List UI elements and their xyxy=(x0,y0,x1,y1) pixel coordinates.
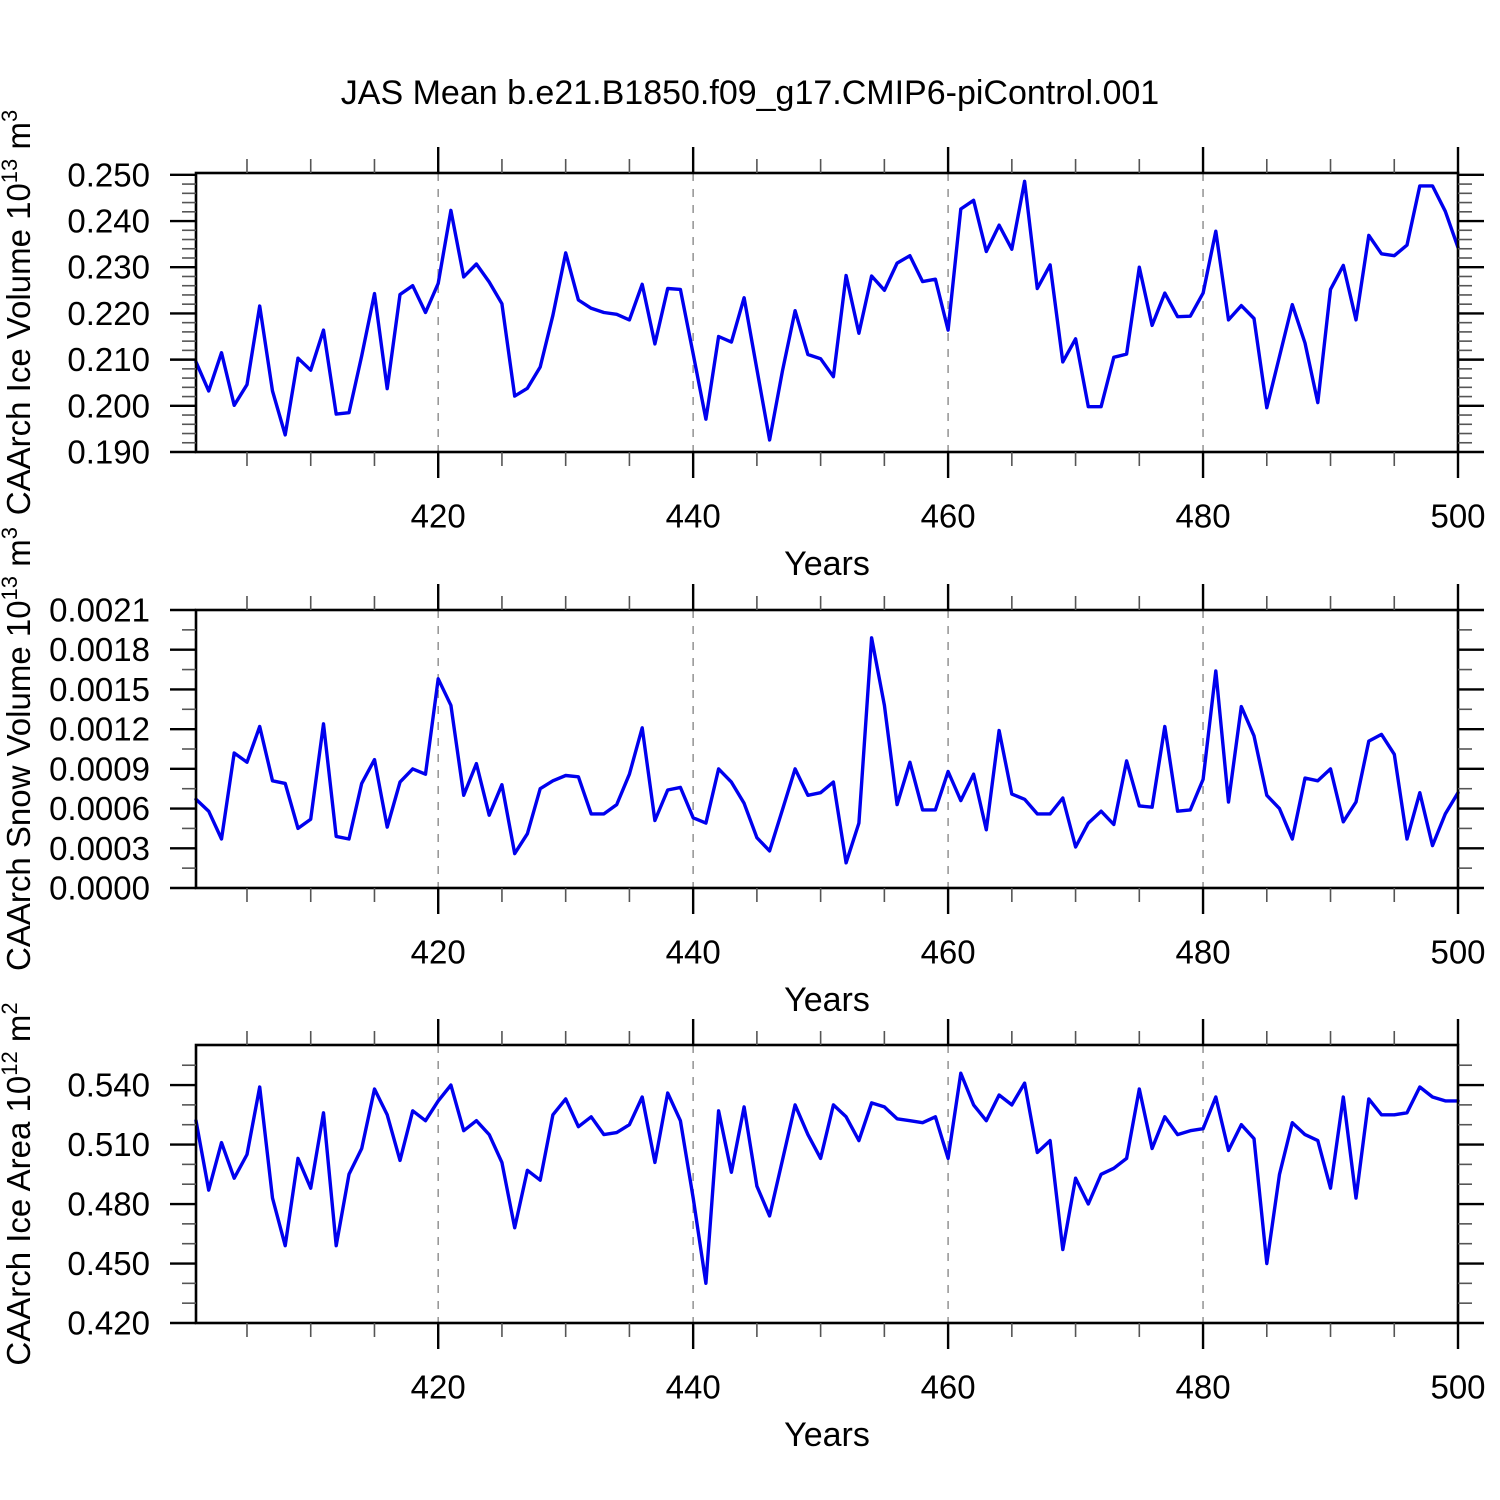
ice-area-y-tick-label: 0.480 xyxy=(67,1186,150,1223)
ice-area-series-line xyxy=(194,1071,1460,1286)
snow-volume-y-tick-label: 0.0003 xyxy=(49,830,150,867)
ice-volume-x-tick-label: 460 xyxy=(921,498,976,535)
chart-ice-volume: 420 440 460 480 500 0.190 0.200 0.210 0.220 0.230… xyxy=(0,110,1486,583)
ice-volume-x-tick-label: 480 xyxy=(1176,498,1231,535)
ice-area-y-tick-label: 0.510 xyxy=(67,1126,150,1163)
ice-area-y-tick-label: 0.420 xyxy=(67,1305,150,1342)
ice-area-x-axis-title: Years xyxy=(784,1416,870,1454)
chart-ice-area: 420 440 460 480 500 0.420 0.450 0.480 0.510 0.540… xyxy=(0,1002,1486,1454)
ice-volume-x-axis-title: Years xyxy=(784,545,870,583)
ice-volume-series-line xyxy=(194,179,1460,442)
ice-area-x-tick-label: 460 xyxy=(921,1369,976,1406)
ice-volume-y-axis-title: CAArch Ice Volume 1013 m3 xyxy=(0,110,37,515)
snow-volume-x-tick-label: 480 xyxy=(1176,934,1231,971)
snow-volume-y-tick-label: 0.0015 xyxy=(49,671,150,708)
ice-volume-y-tick-label: 0.250 xyxy=(67,156,150,193)
ice-volume-y-tick-label: 0.240 xyxy=(67,203,150,240)
snow-volume-x-tick-label: 440 xyxy=(666,934,721,971)
ice-area-x-tick-label: 500 xyxy=(1430,1369,1485,1406)
ice-volume-y-tick-label: 0.190 xyxy=(67,434,150,471)
ice-volume-x-tick-label: 420 xyxy=(411,498,466,535)
ice-volume-y-tick-label: 0.220 xyxy=(67,295,150,332)
snow-volume-y-tick-label: 0.0018 xyxy=(49,631,150,668)
snow-volume-y-axis-title: CAArch Snow Volume 1013 m3 xyxy=(0,527,37,971)
ice-area-y-tick-label: 0.450 xyxy=(67,1245,150,1282)
snow-volume-series-line xyxy=(194,636,1460,865)
figure-title: JAS Mean b.e21.B1850.f09_g17.CMIP6-piCon… xyxy=(340,74,1160,112)
ice-area-y-tick-label: 0.540 xyxy=(67,1067,150,1104)
snow-volume-x-axis-title: Years xyxy=(784,981,870,1019)
ice-area-x-tick-label: 420 xyxy=(411,1369,466,1406)
ice-volume-y-tick-label: 0.200 xyxy=(67,387,150,424)
ice-volume-y-tick-label: 0.210 xyxy=(67,341,150,378)
snow-volume-plot-frame xyxy=(194,608,1460,890)
chart-snow-volume: 420 440 460 480 5000.00000.00030.00060.00090… xyxy=(0,527,1486,1019)
ice-volume-plot-frame xyxy=(194,171,1460,454)
snow-volume-y-tick-label: 0.0000 xyxy=(49,870,150,907)
snow-volume-y-tick-label: 0.0012 xyxy=(49,711,150,748)
snow-volume-y-tick-label: 0.0006 xyxy=(49,790,150,827)
ice-area-x-tick-label: 480 xyxy=(1176,1369,1231,1406)
snow-volume-y-tick-label: 0.0021 xyxy=(49,592,150,629)
ice-area-y-axis-title: CAArch Ice Area 1012 m2 xyxy=(0,1002,37,1365)
ice-area-x-tick-label: 440 xyxy=(666,1369,721,1406)
snow-volume-x-tick-label: 460 xyxy=(921,934,976,971)
ice-volume-x-tick-label: 440 xyxy=(666,498,721,535)
snow-volume-y-tick-label: 0.0009 xyxy=(49,750,150,787)
ice-volume-y-tick-label: 0.230 xyxy=(67,249,150,286)
ice-volume-x-tick-label: 500 xyxy=(1430,498,1485,535)
snow-volume-x-tick-label: 500 xyxy=(1430,934,1485,971)
snow-volume-x-tick-label: 420 xyxy=(411,934,466,971)
ice-area-plot-frame xyxy=(194,1043,1460,1325)
